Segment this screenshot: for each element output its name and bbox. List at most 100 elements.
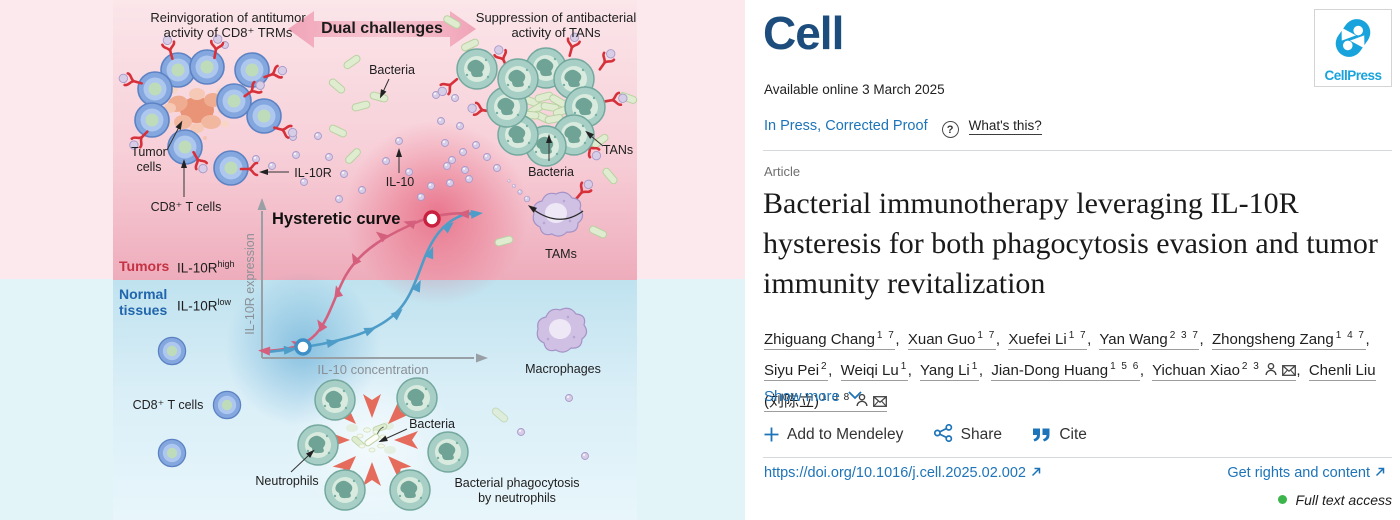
bacteria-rod [342,53,362,71]
normal-state-marker [294,338,312,356]
dual-challenges-label: Dual challenges [321,20,443,37]
cellpress-wordmark: CellPress [1324,68,1382,83]
author-separator: , [907,362,920,379]
label-phagocytosis-caption: Bacterial phagocytosis by neutrophils [454,476,580,505]
plus-icon [764,427,779,442]
author-separator: , [828,362,841,379]
label-normal-zone: Normal tissues [119,286,168,318]
bacteria-rod [343,146,363,166]
author: Zhongsheng Zang 1 4 7, [1211,330,1374,350]
external-link-icon [1375,467,1385,477]
author-link[interactable]: Siyu Pei 2 [764,361,829,381]
cite-button[interactable]: Cite [1032,426,1087,443]
author-separator: , [978,362,992,379]
neutrophil-cell [324,469,366,511]
bacteria-rod [327,123,349,139]
show-more-label: Show more [764,388,840,405]
author-list: Zhiguang Chang 1 7, Xuan Guo 1 7, Xuefei L… [764,322,1396,415]
cd8-cell [216,83,252,119]
share-icon [933,423,952,443]
author-link[interactable]: Zhiguang Chang 1 7 [764,330,896,350]
author-link[interactable]: Xuan Guo 1 7 [907,330,996,350]
author: Chenli Liu (刘陈立) 1 3 8 [764,362,1376,412]
doi-link[interactable]: https://doi.org/10.1016/j.cell.2025.02.0… [764,465,1041,481]
author-link[interactable]: Weiqi Lu 1 [840,361,908,381]
label-tumors-zone: Tumors [119,258,170,274]
add-to-mendeley-label: Add to Mendeley [787,426,904,443]
cite-label: Cite [1059,426,1087,443]
author-link[interactable]: Chenli Liu (刘陈立) 1 3 8 [764,362,1376,412]
status-row: In Press, Corrected Proof? What's this? [764,118,1042,138]
action-toolbar: Add to Mendeley Share Cite [764,423,1113,444]
label-cd8-top: CD8⁺ T cells [150,200,222,214]
cd8-cell [157,438,187,468]
label-cd8-bottom: CD8⁺ T cells [132,398,204,412]
neutrophil-cell [427,431,469,473]
neutrophil-cell [389,469,431,511]
caption-reinvigoration: Reinvigoration of antitumor activity of C… [150,10,306,41]
label-neutrophils: Neutrophils [255,474,319,488]
author-link[interactable]: Yichuan Xiao 2 3 [1152,361,1297,381]
author-link[interactable]: Jian-Dong Huang 1 5 6 [991,361,1140,381]
author: Xuefei Li 1 7, [1008,330,1099,350]
author-separator: , [1199,331,1212,348]
cd8-cell [189,49,225,85]
label-il10r-low: IL-10Rlow [177,297,232,314]
author-link[interactable]: Yan Wang 2 3 7 [1099,330,1200,350]
author: Yang Li 1, [920,361,992,381]
cd8-cell [137,71,173,107]
label-bacteria-top: Bacteria [369,63,415,77]
share-button[interactable]: Share [933,423,1007,443]
question-icon[interactable]: ? [941,121,959,138]
neutrophil-cell [396,377,438,419]
author: Siyu Pei 2, [764,361,841,381]
bacteria-rod [587,224,609,240]
open-access-dot-icon [1277,495,1287,504]
label-pointers [166,78,604,473]
cd8-cell [234,52,270,88]
label-tumor-cells: Tumor cells [131,145,167,174]
whats-this-link[interactable]: What's this? [968,118,1042,135]
person-icon [1265,362,1277,376]
cite-quote-icon [1033,428,1050,442]
show-more-button[interactable]: Show more [764,388,862,405]
hysteresis-curve-up [266,212,477,354]
author: Xuan Guo 1 7, [907,330,1008,350]
tan-cell [456,48,498,90]
abstract-scene [0,11,639,520]
cell-journal-logo[interactable]: Cell [763,7,844,59]
doi-text: https://doi.org/10.1016/j.cell.2025.02.0… [764,465,1026,481]
article-panel: Cell CellPress Available online 3 March … [745,0,1400,520]
cellpress-icon [1335,19,1371,57]
author-link[interactable]: Yang Li 1 [920,361,979,381]
author-link[interactable]: Xuefei Li 1 7 [1008,330,1088,350]
author-separator: , [1296,362,1309,379]
author-link[interactable]: Zhongsheng Zang 1 4 7 [1211,330,1366,350]
bacteria-rod [601,166,619,186]
envelope-icon [1282,365,1297,376]
cellpress-logo[interactable]: CellPress [1314,9,1392,87]
access-label: Full text access [1295,492,1392,508]
bacteria-rod [350,99,372,113]
plot-xlabel: IL-10 concentration [317,362,429,377]
hysteresis-plot [257,198,488,363]
label-bacteria-tan: Bacteria [528,165,574,179]
add-to-mendeley-button[interactable]: Add to Mendeley [764,426,908,443]
in-press-link[interactable]: In Press, Corrected Proof [764,118,928,134]
plot-title: Hysteretic curve [272,210,401,228]
author: Weiqi Lu 1, [840,361,920,381]
macrophage-cell [536,307,588,353]
neutrophil-cell [314,379,356,421]
label-il10r-high: IL-10Rhigh [177,259,235,276]
chevron-down-icon [848,391,862,400]
dual-challenges-arrow [288,11,476,48]
caption-suppression: Suppression of antibacterial activity of … [475,10,637,41]
get-rights-link[interactable]: Get rights and content [1227,465,1385,481]
author-separator: , [1139,362,1153,379]
author-separator: , [895,331,908,348]
cd8-cell [212,390,242,420]
article-title: Bacterial immunotherapy leveraging IL-10… [763,187,1378,300]
envelope-icon [872,396,887,407]
access-status: Full text access [1277,492,1392,508]
external-link-icon [1031,467,1041,477]
